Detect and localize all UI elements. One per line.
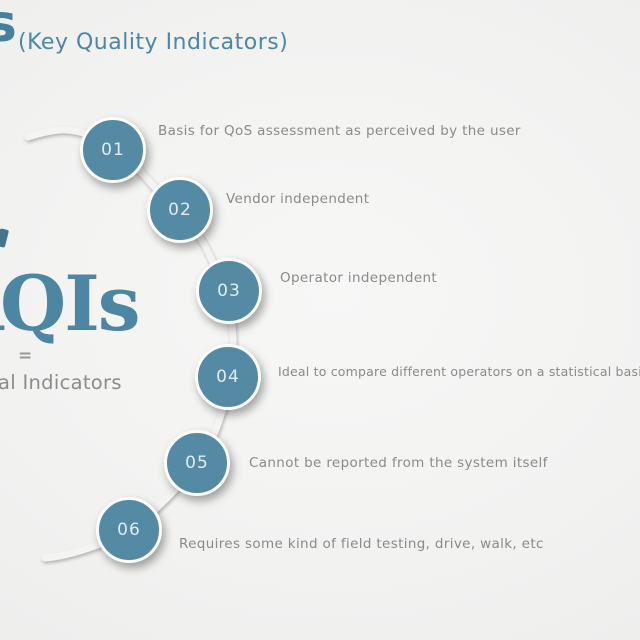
step-circle-02: 02	[147, 177, 213, 243]
step-number: 01	[101, 140, 125, 160]
step-label-03: Operator independent	[280, 270, 438, 286]
step-number: 06	[117, 520, 141, 540]
brand-big-text: KQIs	[0, 259, 141, 348]
step-circle-03: 03	[196, 258, 262, 324]
step-circle-04: 04	[195, 344, 261, 410]
page-title: (Key Quality Indicators)	[18, 30, 289, 55]
step-label-05: Cannot be reported from the system itsel…	[249, 455, 548, 471]
brand-equals-sign: =	[18, 346, 33, 366]
title-prefix: KQIs	[0, 0, 17, 54]
step-label-02: Vendor independent	[226, 191, 370, 207]
step-number: 02	[168, 200, 192, 220]
step-number: 03	[217, 281, 241, 301]
step-circle-01: 01	[80, 117, 146, 183]
step-label-06: Requires some kind of field testing, dri…	[179, 536, 544, 552]
step-circle-05: 05	[164, 430, 230, 496]
step-circle-06: 06	[96, 497, 162, 563]
step-number: 04	[216, 367, 240, 387]
cutoff-letter-fragment	[0, 228, 10, 248]
step-number: 05	[185, 453, 209, 473]
brand-caption: al Indicators	[0, 371, 122, 394]
step-label-04: Ideal to compare different operators on …	[278, 364, 640, 379]
step-label-01: Basis for QoS assessment as perceived by…	[158, 123, 521, 139]
